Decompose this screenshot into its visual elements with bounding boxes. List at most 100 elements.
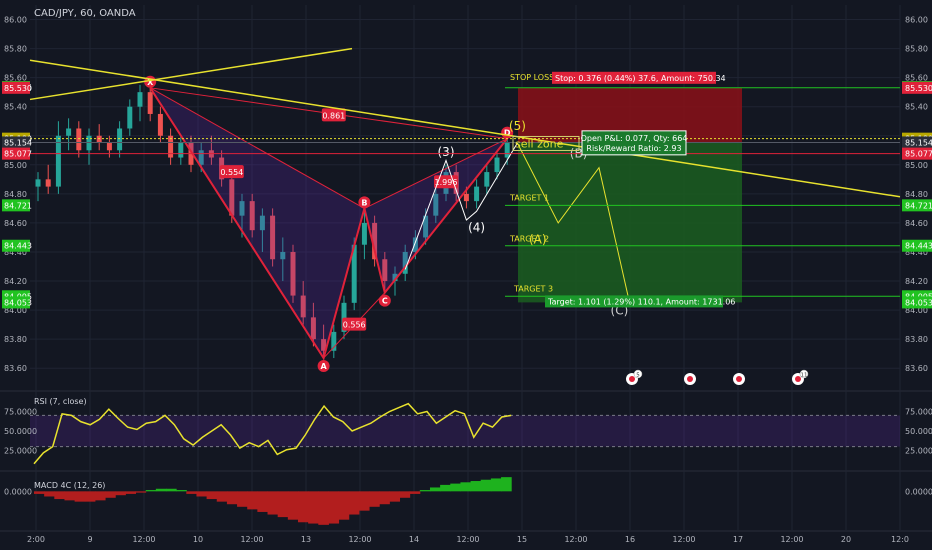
x-tick-label: 20 (841, 535, 851, 544)
macd-bar (389, 491, 401, 502)
price-tag-left: 84.443 (2, 239, 32, 252)
axes: 86.00 86.00 85.80 85.80 85.60 85.60 85.40 85.40… (2, 16, 932, 544)
macd-bar (237, 491, 248, 507)
candle (331, 324, 337, 359)
rsi-line (33, 402, 512, 465)
svg-text:0.861: 0.861 (322, 111, 345, 120)
y-tick-right: 84.60 (905, 219, 928, 228)
candle (290, 244, 296, 303)
macd-bar (328, 491, 340, 524)
wave-label: (4) (468, 221, 485, 235)
macd-bar (125, 491, 137, 494)
event-icon-2[interactable] (684, 373, 696, 385)
harmonic-pattern: X A B C D 0.861 0.554 0.556 1.996 (144, 75, 514, 373)
svg-text:84.443: 84.443 (905, 242, 932, 251)
target-info-box: Target: 1.101 (1.29%) 110.1, Amount: 173… (545, 295, 735, 308)
target-zone (518, 142, 742, 303)
event-icon-1[interactable]: 5 (626, 369, 643, 385)
candle (76, 121, 82, 158)
macd-bar (145, 490, 157, 492)
candle (249, 193, 255, 238)
candle (484, 164, 490, 194)
macd-bar (501, 477, 512, 492)
svg-text:Stop: 0.376 (0.44%) 37.6, Amou: Stop: 0.376 (0.44%) 37.6, Amount: 750.34 (555, 74, 726, 83)
x-tick-label: 9 (87, 535, 92, 544)
candle (45, 164, 51, 194)
svg-text:X: X (147, 78, 154, 87)
macd-bar (399, 491, 411, 498)
trend-line-down (29, 59, 901, 198)
events-row: 5 11 (626, 369, 809, 385)
svg-text:85.530: 85.530 (905, 84, 932, 93)
price-tag-left: 85.530 (2, 81, 32, 94)
y-tick-left: 85.40 (4, 103, 27, 112)
macd-bar (44, 491, 55, 497)
wave-projection (516, 142, 631, 303)
macd-bar (369, 491, 380, 507)
svg-text:84.053: 84.053 (905, 298, 932, 307)
candle (280, 237, 286, 282)
candle (361, 208, 367, 260)
event-icon-3[interactable] (733, 373, 745, 385)
rsi-tick-right: 50.0000 (905, 427, 932, 436)
macd-bar (115, 491, 126, 496)
target1-label: TARGET 1 (509, 193, 549, 202)
sell-zone-box: sell zone (512, 135, 580, 151)
y-tick-left: 84.40 (4, 248, 27, 257)
x-tick-label: 17 (733, 535, 743, 544)
pattern-point-b: B (358, 196, 371, 209)
price-tag-right: 84.053 (902, 296, 932, 309)
candle (35, 172, 41, 202)
rsi-tick-right: 25.0000 (905, 447, 932, 456)
macd-bar (135, 491, 147, 493)
macd-bar (34, 491, 45, 494)
svg-text:0.556: 0.556 (343, 321, 366, 330)
svg-text:85.154: 85.154 (905, 138, 932, 147)
y-tick-right: 84.20 (905, 277, 928, 286)
svg-text:84.721: 84.721 (905, 201, 932, 210)
pattern-point-c: C (378, 294, 391, 307)
candle (168, 128, 174, 165)
event-icon-4[interactable]: 11 (792, 369, 809, 385)
macd-bar (297, 491, 309, 523)
rsi-tick-right: 75.0000 (905, 408, 932, 417)
macd-bar (358, 491, 370, 511)
svg-text:84.721: 84.721 (4, 201, 32, 210)
svg-text:Risk/Reward Ratio: 2.93: Risk/Reward Ratio: 2.93 (586, 144, 681, 153)
x-tick-label: 2:00 (27, 535, 45, 544)
rsi-tick-left: 75.0000 (4, 408, 37, 417)
wave-label: (5) (509, 119, 526, 133)
macd-bar (176, 490, 187, 492)
y-tick-right: 85.00 (905, 161, 928, 170)
macd-bar (196, 491, 208, 497)
candle (259, 208, 265, 252)
macd-title: MACD 4C (12, 26) (34, 481, 105, 490)
x-tick-label: 10 (193, 535, 203, 544)
wave-path (404, 142, 518, 270)
pattern-ratio-label: 0.861 (321, 108, 346, 122)
x-tick-label: 12:00 (348, 535, 371, 544)
macd-bar (379, 491, 390, 505)
trend-lines (29, 47, 901, 198)
macd-bar (105, 491, 116, 498)
macd-bar (409, 491, 421, 494)
x-tick-label: 12:00 (456, 535, 479, 544)
y-tick-right: 85.80 (905, 45, 928, 54)
macd-bar (186, 491, 197, 494)
x-tick-label: 12:00 (240, 535, 263, 544)
macd-tick-left: 0.0000 (4, 487, 32, 496)
trade-zones (518, 87, 742, 303)
svg-text:D: D (504, 129, 511, 138)
candle (321, 324, 327, 360)
symbol-title: CAD/JPY, 60, OANDA (34, 8, 136, 19)
candle (300, 281, 306, 325)
y-tick-right: 83.80 (905, 335, 928, 344)
candle (474, 179, 480, 209)
pattern-ratio-label: 0.556 (342, 317, 367, 331)
svg-text:0.554: 0.554 (220, 168, 243, 177)
wave-label: (3) (438, 145, 455, 159)
